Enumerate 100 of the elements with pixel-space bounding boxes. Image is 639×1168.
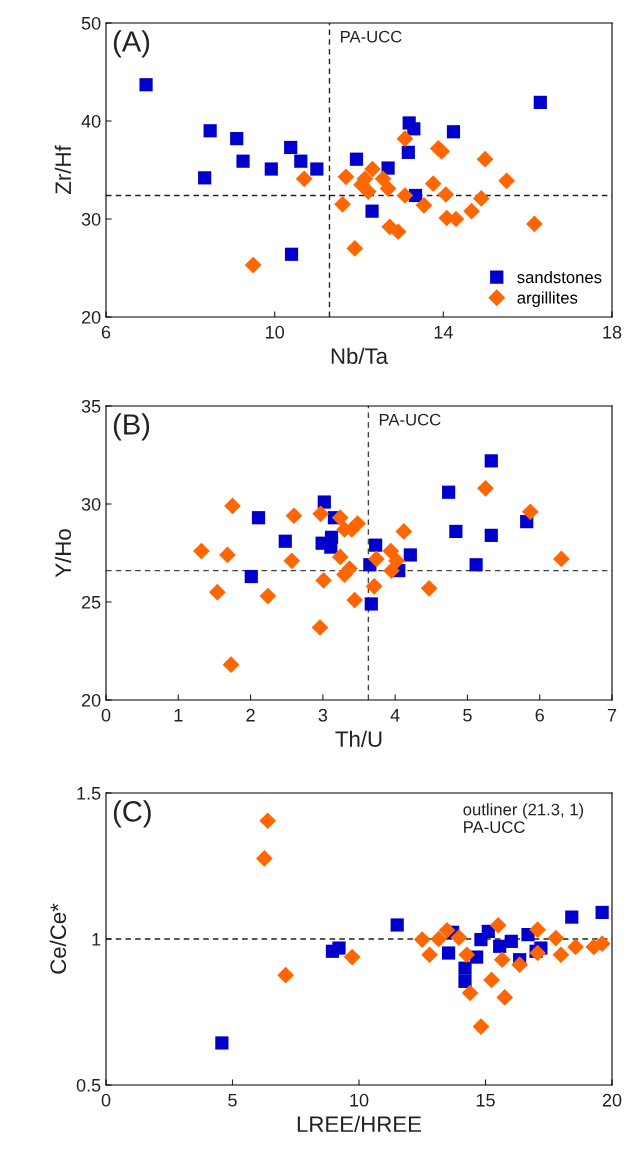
point <box>139 78 153 92</box>
point <box>496 989 514 1006</box>
point <box>294 154 308 168</box>
point <box>526 215 543 233</box>
point <box>493 939 507 953</box>
point <box>215 1036 229 1050</box>
point <box>484 454 498 468</box>
point <box>230 132 244 146</box>
y-tick-label: 20 <box>81 310 101 324</box>
point <box>396 187 414 204</box>
y-tick-label: 50 <box>81 16 101 30</box>
point <box>343 948 361 966</box>
point <box>277 966 294 984</box>
x-tick-label: 1 <box>174 709 183 722</box>
point <box>469 558 483 572</box>
point <box>484 528 498 542</box>
point <box>311 619 329 636</box>
point <box>365 204 379 218</box>
x-tick-label: 7 <box>607 709 617 722</box>
point <box>458 961 472 975</box>
point <box>379 180 397 197</box>
point <box>224 497 241 515</box>
point <box>283 552 301 570</box>
point <box>346 240 364 257</box>
point <box>401 145 415 159</box>
point <box>461 984 479 1002</box>
point <box>332 941 346 955</box>
point <box>529 921 546 938</box>
point <box>529 944 546 962</box>
point <box>489 916 507 934</box>
y-tick-label: 1.5 <box>77 787 101 800</box>
point <box>567 938 584 956</box>
point <box>364 160 381 178</box>
point <box>553 550 570 568</box>
y-tick-label: 1 <box>92 933 101 946</box>
point <box>458 974 472 988</box>
point <box>236 154 250 168</box>
point <box>442 485 456 499</box>
x-axis-title: Nb/Ta <box>331 347 389 365</box>
y-axis-title: Zr/Hf <box>54 145 72 194</box>
point <box>463 202 480 220</box>
point <box>420 579 438 597</box>
point <box>285 507 303 525</box>
point <box>395 523 413 540</box>
point <box>438 921 456 939</box>
x-tick-label: 10 <box>266 325 284 339</box>
point <box>493 951 511 969</box>
point <box>222 656 240 674</box>
point <box>317 495 331 509</box>
point <box>389 223 407 241</box>
y-tick-label: 0.5 <box>76 1078 101 1092</box>
x-tick-label: 5 <box>228 1094 237 1107</box>
y-tick-label: 20 <box>81 693 101 707</box>
point <box>334 195 351 213</box>
point <box>368 550 385 568</box>
point <box>421 946 438 964</box>
point <box>193 542 210 560</box>
point <box>219 546 236 564</box>
point <box>413 931 431 948</box>
point <box>472 1018 490 1035</box>
point <box>284 140 298 155</box>
x-tick-label: 20 <box>602 1093 622 1107</box>
point <box>251 511 266 525</box>
x-tick-label: 5 <box>463 709 472 722</box>
point <box>295 170 313 188</box>
point <box>450 929 468 946</box>
point <box>259 812 277 830</box>
point <box>337 168 355 186</box>
annotation: PA-UCC <box>379 413 441 426</box>
point <box>264 162 278 176</box>
point <box>381 161 395 175</box>
point <box>369 538 383 552</box>
point <box>331 509 349 527</box>
point <box>595 905 609 920</box>
point <box>349 152 364 166</box>
point <box>441 946 456 960</box>
annotation: (C) <box>113 800 151 828</box>
point <box>547 929 565 947</box>
point <box>437 186 455 203</box>
x-tick-label: 0 <box>101 708 111 722</box>
x-axis-title: LREE/HREE <box>297 1115 422 1133</box>
point <box>259 587 277 605</box>
point <box>312 505 330 523</box>
point <box>203 124 217 138</box>
point <box>403 548 417 562</box>
point <box>498 172 515 190</box>
annotation: (A) <box>113 30 150 58</box>
x-tick-label: 0 <box>101 1093 111 1107</box>
point <box>565 910 579 924</box>
point <box>208 583 226 601</box>
y-tick-label: 40 <box>81 114 101 128</box>
point <box>315 572 332 589</box>
legend-label: argillites <box>517 291 578 307</box>
x-tick-label: 15 <box>476 1094 495 1107</box>
point <box>472 190 490 207</box>
y-tick-label: 25 <box>81 595 101 609</box>
x-tick-label: 4 <box>390 709 400 722</box>
point <box>244 569 258 584</box>
point <box>364 597 378 611</box>
point <box>359 183 377 200</box>
